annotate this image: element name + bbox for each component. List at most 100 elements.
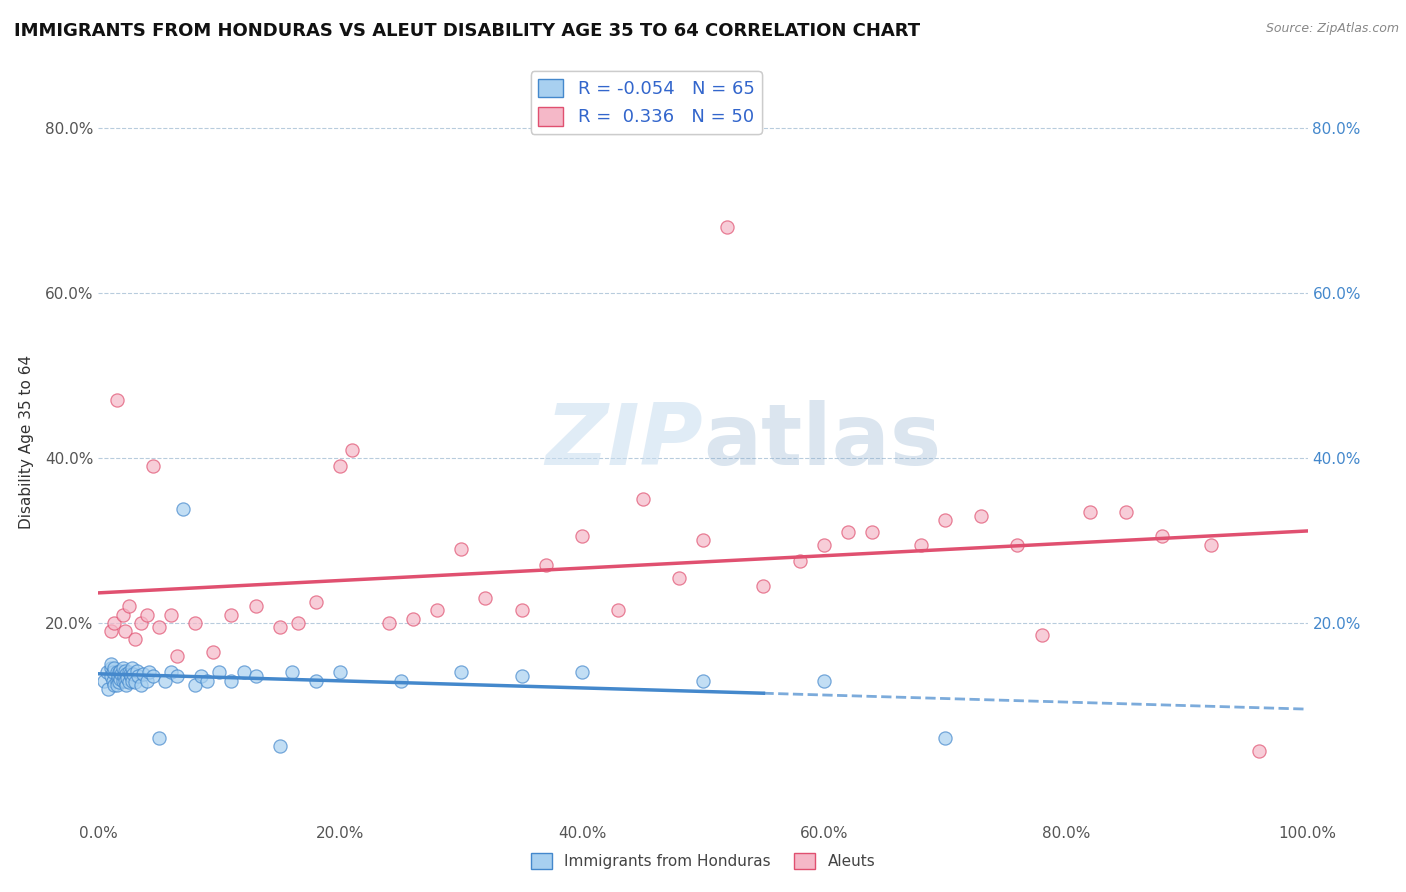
- Point: [108, 665, 131, 680]
- Point: [100, 657, 122, 671]
- Point: [510, 669, 533, 683]
- Point: [108, 675, 131, 690]
- Point: [127, 669, 149, 683]
- Point: [1078, 505, 1101, 519]
- Point: [631, 492, 654, 507]
- Point: [135, 607, 157, 622]
- Point: [692, 673, 714, 688]
- Point: [127, 664, 149, 678]
- Point: [105, 393, 128, 408]
- Point: [103, 615, 125, 630]
- Point: [426, 603, 449, 617]
- Point: [115, 678, 138, 692]
- Point: [232, 665, 254, 680]
- Point: [114, 664, 136, 678]
- Point: [101, 665, 124, 680]
- Point: [121, 673, 143, 688]
- Point: [110, 667, 132, 681]
- Point: [105, 665, 128, 680]
- Point: [166, 669, 188, 683]
- Point: [184, 678, 207, 692]
- Point: [122, 667, 145, 681]
- Point: [329, 459, 352, 474]
- Legend: Immigrants from Honduras, Aleuts: Immigrants from Honduras, Aleuts: [524, 847, 882, 875]
- Point: [716, 220, 738, 235]
- Point: [108, 664, 131, 678]
- Text: atlas: atlas: [703, 400, 941, 483]
- Point: [402, 612, 425, 626]
- Point: [305, 673, 328, 688]
- Point: [148, 620, 170, 634]
- Point: [195, 673, 218, 688]
- Point: [129, 678, 152, 692]
- Point: [153, 673, 176, 688]
- Point: [752, 579, 775, 593]
- Point: [118, 599, 141, 614]
- Point: [111, 661, 134, 675]
- Point: [120, 669, 142, 683]
- Point: [93, 673, 115, 688]
- Point: [166, 648, 188, 663]
- Point: [190, 669, 212, 683]
- Point: [970, 508, 993, 523]
- Point: [184, 615, 207, 630]
- Point: [97, 681, 120, 696]
- Point: [132, 667, 155, 681]
- Point: [208, 665, 231, 680]
- Point: [571, 529, 593, 543]
- Point: [789, 554, 811, 568]
- Point: [103, 661, 125, 675]
- Point: [114, 673, 136, 688]
- Point: [607, 603, 630, 617]
- Point: [148, 731, 170, 746]
- Text: Source: ZipAtlas.com: Source: ZipAtlas.com: [1265, 22, 1399, 36]
- Point: [100, 661, 122, 675]
- Point: [118, 667, 141, 681]
- Point: [100, 624, 122, 639]
- Point: [245, 599, 267, 614]
- Point: [118, 675, 141, 690]
- Point: [111, 673, 134, 688]
- Point: [160, 607, 183, 622]
- Point: [510, 603, 533, 617]
- Point: [105, 678, 128, 692]
- Point: [107, 669, 129, 683]
- Point: [668, 570, 690, 584]
- Point: [692, 533, 714, 548]
- Point: [450, 665, 472, 680]
- Point: [934, 513, 956, 527]
- Point: [117, 671, 139, 685]
- Point: [221, 673, 243, 688]
- Point: [121, 661, 143, 675]
- Point: [108, 672, 131, 686]
- Point: [101, 673, 124, 688]
- Y-axis label: Disability Age 35 to 64: Disability Age 35 to 64: [18, 354, 34, 529]
- Point: [534, 558, 557, 573]
- Point: [111, 607, 134, 622]
- Point: [112, 669, 135, 683]
- Point: [342, 442, 364, 457]
- Point: [837, 525, 859, 540]
- Point: [571, 665, 593, 680]
- Point: [118, 665, 141, 680]
- Point: [1199, 537, 1222, 551]
- Point: [100, 669, 122, 683]
- Point: [142, 459, 165, 474]
- Point: [172, 502, 194, 516]
- Point: [474, 591, 496, 606]
- Point: [1007, 537, 1029, 551]
- Point: [329, 665, 352, 680]
- Point: [114, 624, 136, 639]
- Point: [860, 525, 883, 540]
- Point: [103, 678, 125, 692]
- Point: [221, 607, 243, 622]
- Point: [377, 615, 399, 630]
- Point: [287, 615, 309, 630]
- Point: [138, 665, 160, 680]
- Point: [1152, 529, 1174, 543]
- Point: [934, 731, 956, 746]
- Point: [1115, 505, 1137, 519]
- Point: [245, 669, 267, 683]
- Point: [813, 673, 835, 688]
- Text: ZIP: ZIP: [546, 400, 703, 483]
